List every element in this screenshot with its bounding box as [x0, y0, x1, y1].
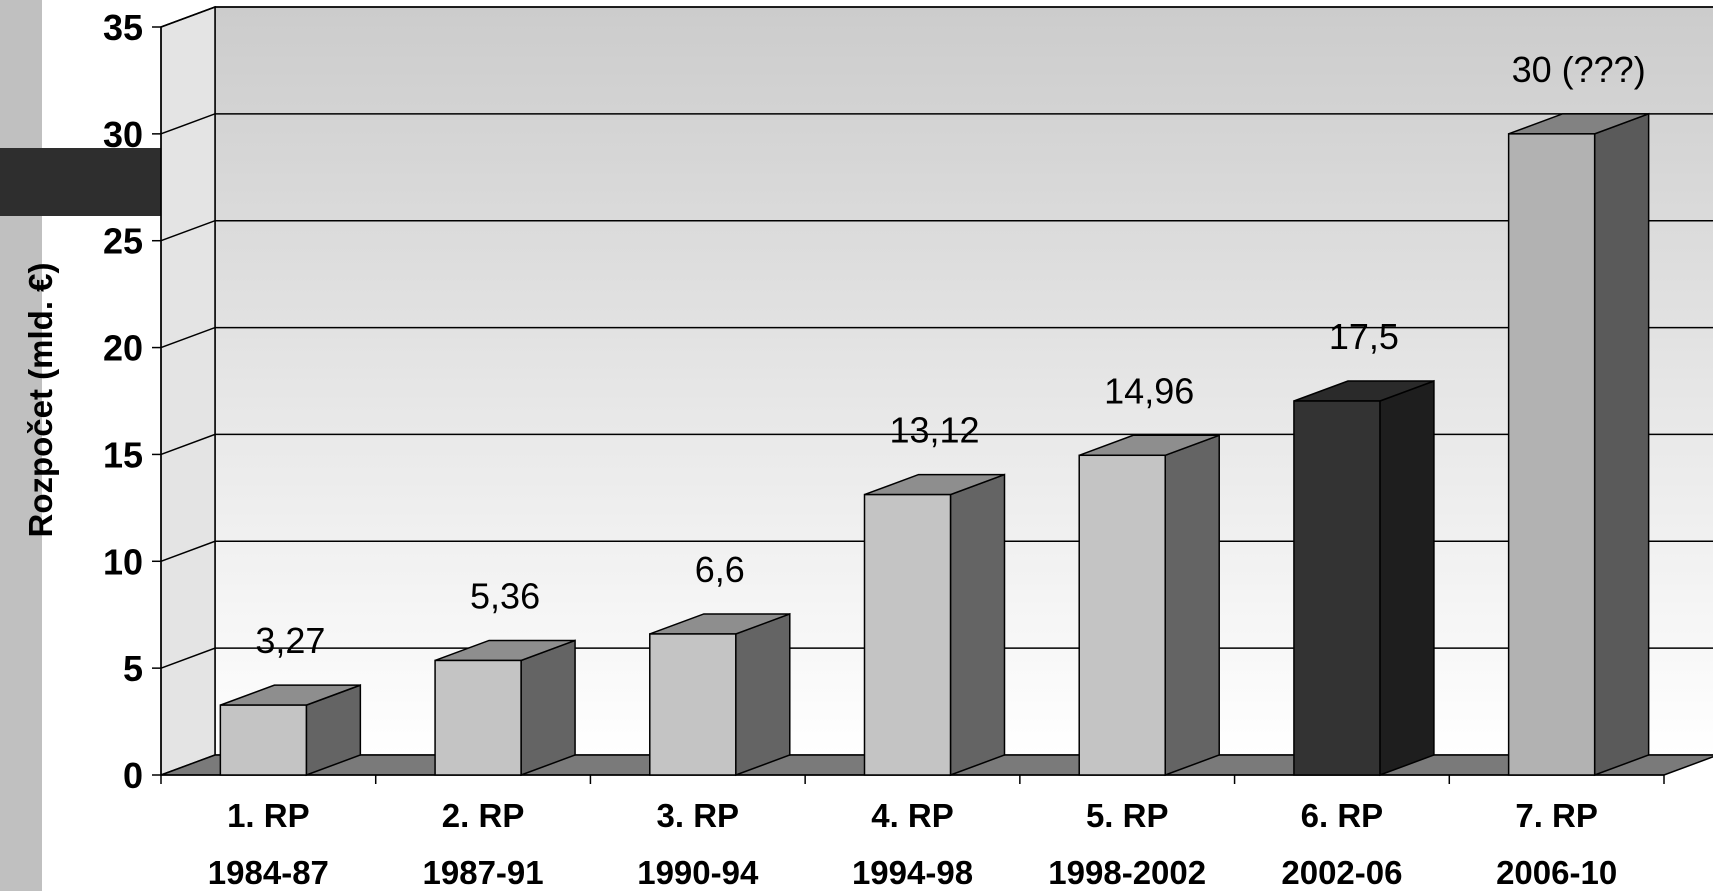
x-category-label: 3. RP: [657, 797, 740, 834]
data-label: 13,12: [889, 410, 979, 451]
y-tick-label: 35: [103, 7, 143, 48]
data-label: 14,96: [1104, 370, 1194, 411]
data-label: 5,36: [470, 575, 540, 616]
data-label: 6,6: [695, 549, 745, 590]
x-category-label: 1. RP: [227, 797, 310, 834]
y-tick-label: 0: [123, 755, 143, 796]
x-category-period: 2002-06: [1281, 854, 1402, 891]
x-category-period: 1994-98: [852, 854, 973, 891]
data-label: 17,5: [1329, 316, 1399, 357]
bar: [219, 704, 308, 776]
bar-side: [520, 639, 576, 777]
gridline: [160, 433, 1713, 456]
x-category-label: 2. RP: [442, 797, 525, 834]
x-category-period: 1990-94: [637, 854, 759, 891]
x-category-period: 1984-87: [208, 854, 329, 891]
y-tick-label: 5: [123, 648, 143, 689]
bars: [219, 112, 1650, 777]
x-category-label: 4. RP: [871, 797, 954, 834]
bar-side: [1164, 434, 1220, 777]
bar: [1507, 133, 1596, 776]
gridline: [160, 326, 1713, 349]
bar-side: [735, 612, 791, 777]
bar: [649, 633, 737, 776]
y-tick-label: 10: [103, 541, 143, 582]
data-labels: 3,27 5,36 6,6 13,12 14,96 17,5 30 (???): [255, 49, 1645, 661]
y-tick-label: 25: [103, 221, 143, 262]
x-category-period: 1987-91: [423, 854, 544, 891]
bar-side: [949, 473, 1006, 777]
x-category-label: 6. RP: [1301, 797, 1384, 834]
bar-side: [1379, 379, 1435, 777]
gridline: [160, 113, 1713, 135]
x-category-period: 2006-10: [1496, 854, 1617, 891]
gridline: [160, 219, 1713, 242]
dark-tab-bar: [0, 148, 162, 216]
bar: [863, 493, 952, 776]
x-category-label: 5. RP: [1086, 797, 1169, 834]
y-axis-title: Rozpočet (mld. €): [22, 262, 59, 537]
y-tick-label: 20: [103, 328, 143, 369]
data-label: 30 (???): [1512, 49, 1646, 90]
side-wall: [160, 5, 216, 777]
y-tick-label: 15: [103, 434, 143, 475]
axes: 0 5 10 15 20 25 30 35 1. RP 1984-87 2. RP 1987-91 3.…: [103, 7, 1665, 891]
y-tick-label: 30: [103, 114, 143, 155]
bar: [434, 659, 522, 776]
data-label: 3,27: [255, 620, 325, 661]
bar: [1293, 400, 1381, 776]
gridline: [160, 6, 1713, 28]
bar: [1078, 454, 1166, 776]
x-category-period: 1998-2002: [1048, 854, 1206, 891]
bar-side: [1593, 112, 1650, 777]
x-category-label: 7. RP: [1515, 797, 1598, 834]
